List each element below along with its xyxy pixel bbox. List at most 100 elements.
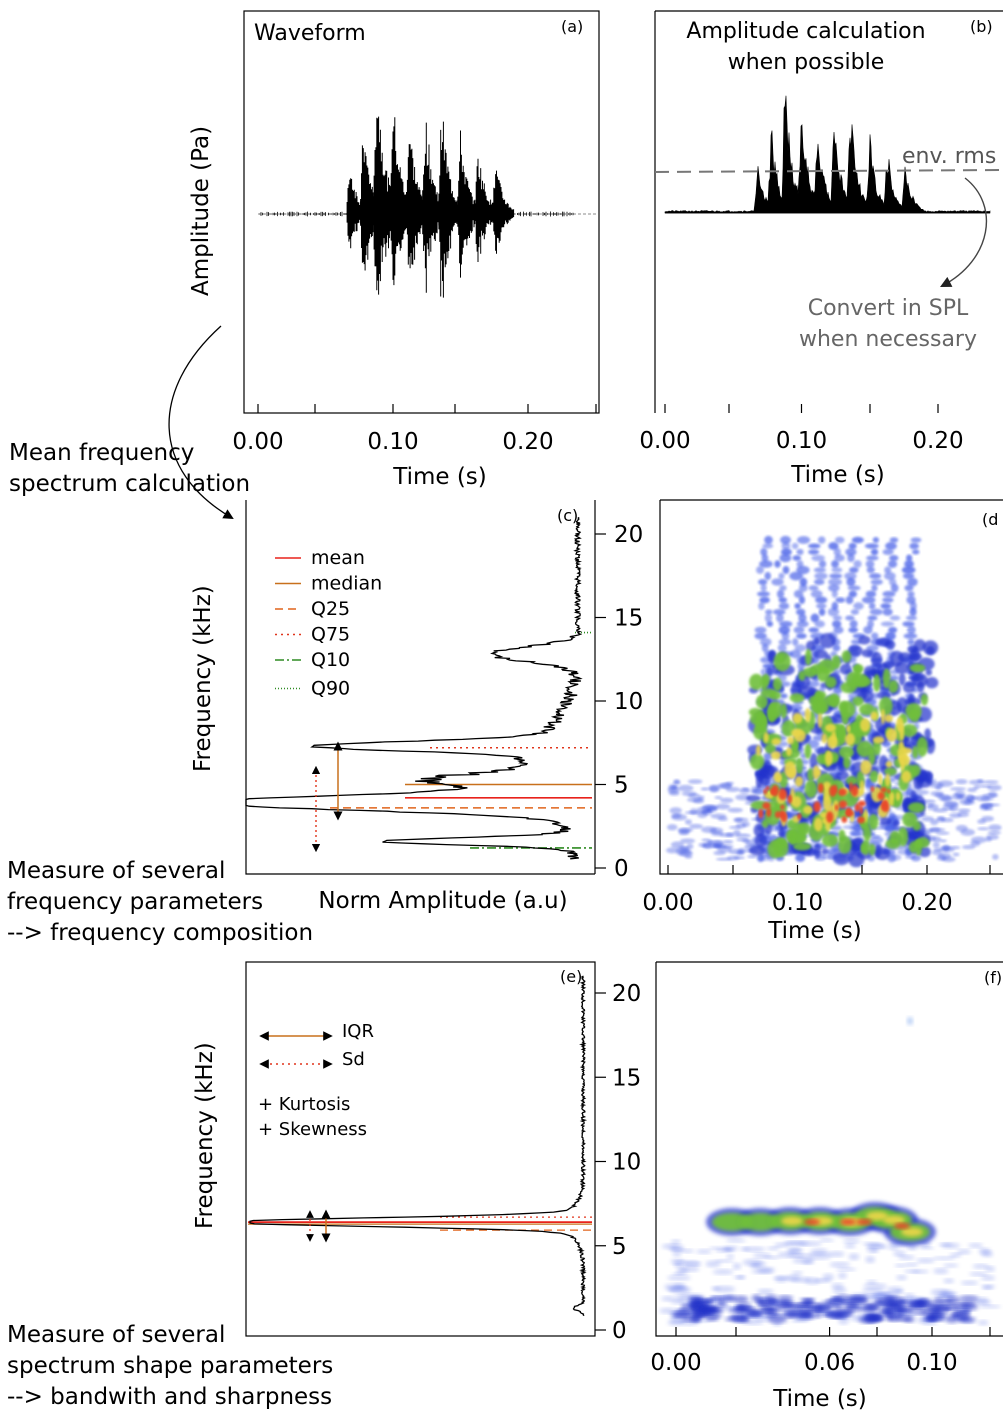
spectrogram-blob — [698, 842, 707, 847]
spectrogram-blob — [791, 1271, 803, 1275]
convert-label-line1: Convert in SPL — [808, 296, 969, 321]
spectrogram-blob — [894, 1223, 910, 1229]
spectrogram-blob — [950, 787, 966, 791]
panel-f-xlabel: Time (s) — [772, 1386, 867, 1411]
spectrogram-blob — [690, 1312, 703, 1320]
spectrogram-blob — [992, 853, 999, 860]
y-tick-label: 20 — [614, 522, 643, 548]
spectrogram-blob — [856, 1219, 872, 1225]
spectrogram-blob — [822, 1273, 835, 1281]
spectrogram-blob — [832, 686, 843, 694]
panel-d-xlabel: Time (s) — [767, 918, 862, 944]
spectrogram-blob — [784, 761, 797, 778]
spectrogram-blob — [907, 577, 918, 587]
flow-arrow — [168, 325, 234, 520]
mean-spectrum-line — [245, 516, 583, 860]
spectrogram-blob — [897, 1255, 915, 1260]
spectrogram-blob — [907, 638, 915, 646]
spectrogram-blob — [766, 1246, 780, 1251]
spectrogram-blob — [828, 584, 840, 592]
spectrogram-blob — [889, 830, 901, 845]
spectrogram-blob — [670, 1299, 693, 1305]
spectrogram-blob — [850, 609, 860, 615]
spectrogram-blob — [844, 733, 855, 746]
spectrogram-blob — [778, 625, 790, 635]
spectrogram-blob — [863, 1283, 888, 1290]
spectrogram-blob — [764, 535, 773, 545]
spectrogram-blob — [796, 620, 809, 628]
spectrogram-blob — [764, 743, 776, 754]
spectrogram-blob — [759, 596, 770, 604]
spectrogram-blob — [738, 847, 746, 854]
spectrogram-blob — [912, 821, 922, 831]
spectrogram-blob — [943, 801, 959, 806]
spectrogram-blob — [843, 756, 851, 769]
spectrogram-blob — [847, 553, 855, 563]
spectrogram-blob — [903, 633, 918, 639]
spectrogram-blob — [925, 669, 933, 676]
spectrogram-blob — [752, 1316, 774, 1322]
spectrogram-blob — [757, 1288, 774, 1295]
spectrogram-blob — [956, 1249, 971, 1255]
spectrogram-blob — [958, 1310, 970, 1316]
note-shape-params-line1: Measure of several — [7, 1322, 226, 1348]
y-tick-label: 5 — [614, 773, 629, 799]
spectrogram-blob — [808, 585, 819, 591]
note-mean-spectrum-line1: Mean frequency — [9, 440, 195, 466]
spectrogram-blob — [897, 827, 909, 847]
spectrogram-blob — [760, 675, 768, 691]
x-tick-label: 0.00 — [650, 1350, 701, 1376]
spectrogram-blob — [725, 1238, 746, 1243]
spectrogram-blob — [972, 1264, 990, 1269]
spectrogram-blob — [740, 1247, 750, 1252]
spectrogram-blob — [877, 791, 885, 801]
spectrogram-blob — [659, 1308, 678, 1314]
spectrogram-blob — [978, 784, 992, 788]
spectrogram-blob — [865, 560, 875, 568]
spectrogram-blob — [725, 786, 741, 793]
spectrogram-blob — [776, 589, 785, 599]
spectrogram-blob — [810, 613, 820, 623]
spectrogram-blob — [779, 620, 793, 628]
legend-label: Q90 — [311, 678, 350, 700]
spectrogram-blob — [895, 717, 904, 733]
spectrogram-blob — [837, 1272, 847, 1279]
spectrogram-blob — [849, 781, 853, 793]
spectrogram-blob — [838, 1317, 849, 1325]
spectrogram-blob — [778, 597, 788, 603]
spectrogram-blob — [922, 799, 936, 804]
x-tick-label: 0.06 — [804, 1350, 855, 1376]
spectrogram-blob — [868, 747, 876, 765]
spectrogram-blob — [724, 1316, 740, 1322]
spectrogram-blob — [761, 554, 769, 562]
spectrogram-blob — [677, 784, 694, 792]
spectrogram-blob — [713, 850, 726, 856]
spectrogram-blob — [911, 1269, 929, 1274]
spectrogram-blob — [791, 1319, 809, 1323]
spectrogram-blob — [916, 681, 925, 693]
spectrogram-blob — [767, 840, 783, 859]
spectrogram-blob — [831, 560, 839, 568]
spectrogram-blob — [882, 590, 896, 598]
spectrogram-blob — [774, 1302, 793, 1311]
parameter-lines-e — [248, 1216, 592, 1231]
spectrogram-blob — [717, 1299, 727, 1307]
spectrogram-blob — [872, 736, 885, 744]
spectrogram-blob — [747, 854, 758, 859]
spectrogram-blob — [792, 823, 806, 843]
spectrogram-blob — [834, 1305, 844, 1311]
legend-label: Q25 — [311, 598, 350, 620]
spectrogram-blob — [771, 578, 784, 586]
spectrogram-blob — [817, 536, 826, 544]
spectrogram-blob — [813, 842, 821, 859]
spectrogram-blob — [845, 548, 857, 556]
spectrogram-blob — [799, 1297, 816, 1303]
spectrogram-blob — [853, 602, 864, 610]
panel-b-title-line1: Amplitude calculation — [686, 19, 925, 44]
spectrogram-blob — [670, 841, 685, 849]
spectrogram-blob — [712, 844, 722, 848]
spectrogram-blob — [815, 603, 827, 609]
y-tick-label: 15 — [612, 1065, 641, 1091]
spectrogram-blob — [851, 673, 869, 688]
spectrogram-blob — [817, 1304, 832, 1312]
